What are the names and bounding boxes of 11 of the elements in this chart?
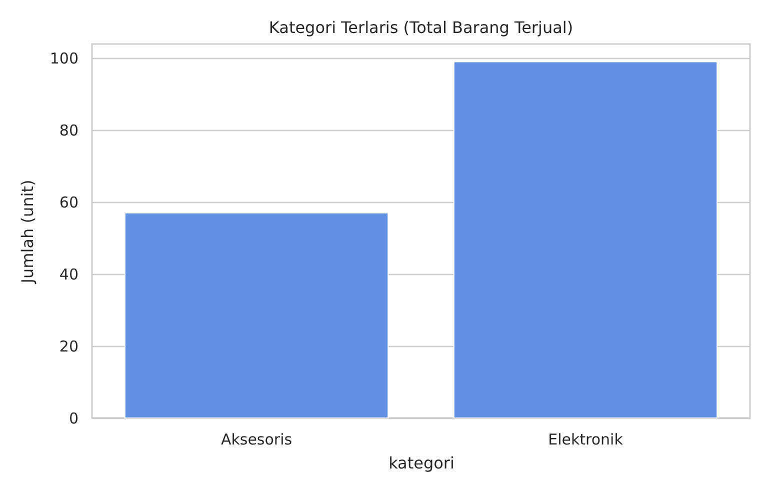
x-tick-label: Aksesoris: [220, 430, 292, 448]
y-tick-label: 80: [59, 122, 78, 140]
y-tick-label: 100: [50, 50, 78, 68]
chart-title: Kategori Terlaris (Total Barang Terjual): [268, 18, 574, 37]
y-tick-label: 60: [59, 194, 78, 212]
y-tick-label: 20: [59, 338, 78, 356]
y-tick-label: 40: [59, 266, 78, 284]
x-tick-label: Elektronik: [548, 430, 624, 448]
x-axis-title: kategori: [388, 454, 454, 472]
y-axis-title: Jumlah (unit): [18, 180, 37, 284]
y-tick-label: 0: [68, 410, 78, 428]
